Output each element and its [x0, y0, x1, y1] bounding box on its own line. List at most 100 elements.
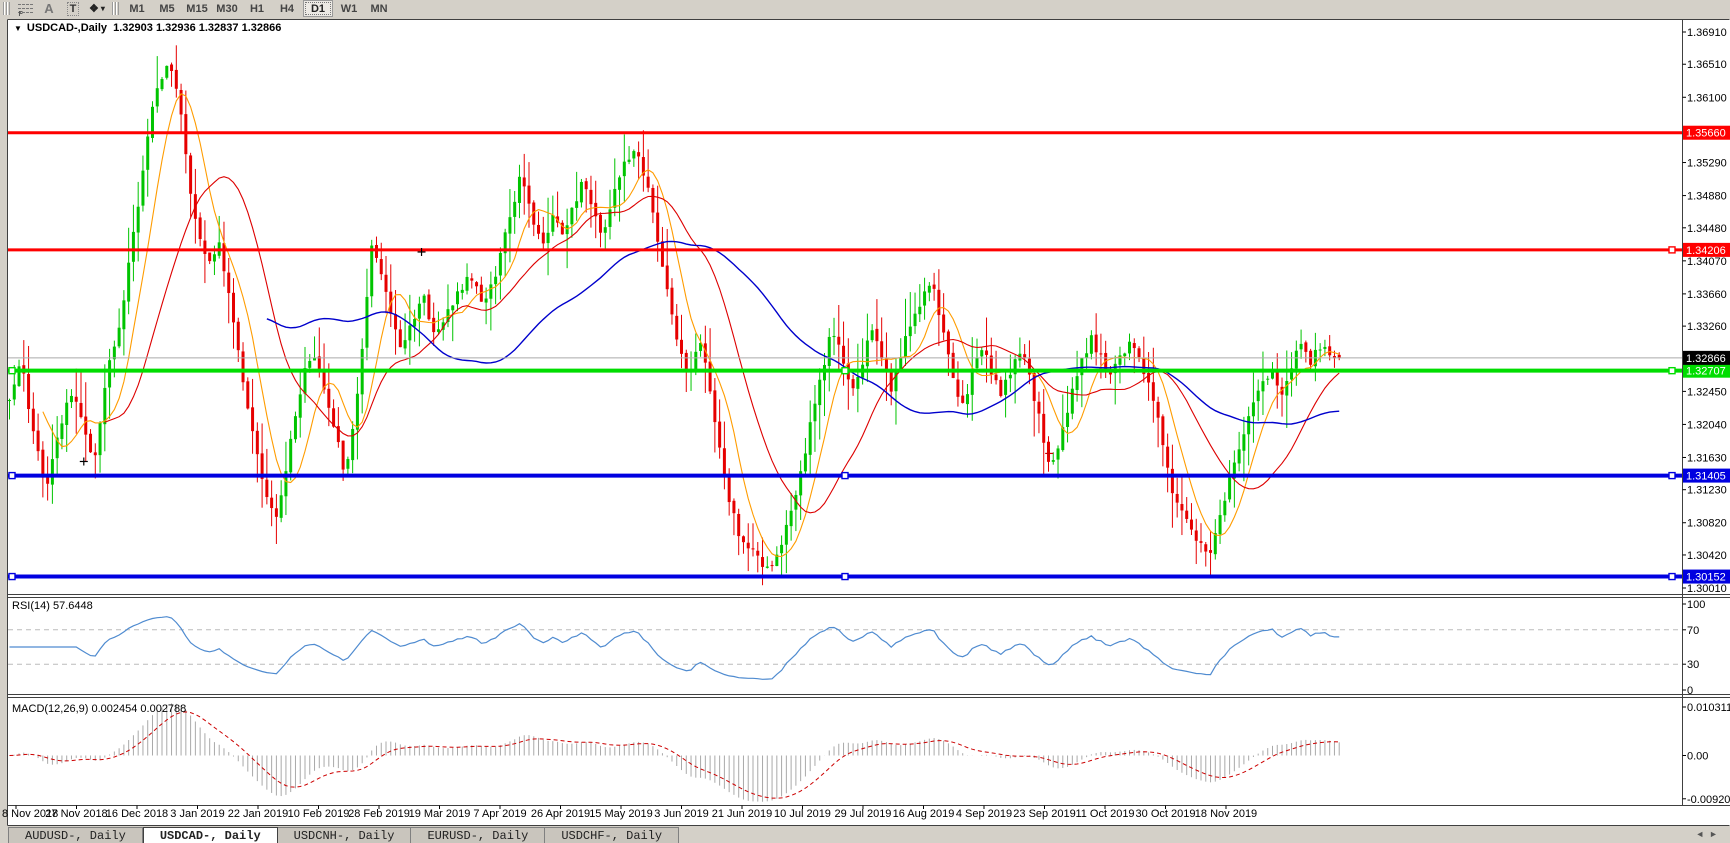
line-handle[interactable]: [1668, 246, 1676, 254]
timeframe-button-m5[interactable]: M5: [159, 2, 175, 15]
chart-marker[interactable]: [79, 457, 88, 466]
svg-text:1.36910: 1.36910: [1687, 27, 1727, 39]
svg-text:0: 0: [1687, 685, 1693, 697]
price-badge-1.34206: 1.34206: [1683, 242, 1730, 257]
chart-marker[interactable]: [1045, 449, 1054, 458]
moving-average-21: [104, 176, 1340, 514]
svg-text:1.33660: 1.33660: [1687, 289, 1727, 301]
date-label: 3 Jan 2019: [170, 808, 224, 820]
macd-axis[interactable]: 0.010311 0.00 -0.009203: [1682, 702, 1730, 806]
date-label: 29 Jul 2019: [835, 808, 892, 820]
chart-dropdown-icon[interactable]: ▼: [14, 24, 22, 33]
text-label-icon: A: [44, 1, 54, 16]
date-label: 19 Mar 2019: [409, 808, 471, 820]
chart-title: ▼ USDCAD-,Daily 1.32903 1.32936 1.32837 1…: [14, 22, 281, 34]
date-label: 18 Nov 2019: [1195, 808, 1257, 820]
date-label: 3 Jun 2019: [654, 808, 708, 820]
chart-tab-eurusd[interactable]: EURUSD-, Daily: [411, 827, 546, 843]
timeframe-button-h1[interactable]: H1: [249, 2, 265, 15]
chart-marker[interactable]: [417, 247, 426, 256]
chart-symbol-label: USDCAD-,Daily: [26, 22, 107, 34]
date-label: 7 Apr 2019: [473, 808, 526, 820]
date-label: 10 Feb 2019: [288, 808, 350, 820]
text-tool-button[interactable]: T: [61, 1, 85, 16]
svg-text:0.00: 0.00: [1687, 751, 1708, 763]
svg-text:1.30420: 1.30420: [1687, 550, 1727, 562]
toolbar-grip-2[interactable]: [112, 2, 119, 15]
svg-text:70: 70: [1687, 625, 1699, 637]
date-label: 16 Aug 2019: [893, 808, 955, 820]
fibonacci-tool-button[interactable]: F: [13, 1, 37, 18]
svg-text:1.34206: 1.34206: [1686, 245, 1726, 257]
date-label: 8 Nov 2018: [2, 808, 58, 820]
chart-ohlc-values: 1.32903 1.32936 1.32837 1.32866: [113, 22, 282, 34]
fibonacci-icon: F: [17, 3, 33, 18]
svg-text:1.30820: 1.30820: [1687, 518, 1727, 530]
horizontal-line-1.31405[interactable]: [8, 471, 1682, 480]
date-label: 10 Jul 2019: [774, 808, 831, 820]
svg-text:1.36510: 1.36510: [1687, 59, 1727, 71]
svg-text:1.31630: 1.31630: [1687, 452, 1727, 464]
toolbar-grip[interactable]: [3, 2, 10, 15]
svg-text:1.34480: 1.34480: [1687, 223, 1727, 235]
date-label: 23 Sep 2019: [1013, 808, 1075, 820]
line-handle[interactable]: [1668, 572, 1676, 581]
price-badge-1.30152: 1.30152: [1683, 569, 1730, 584]
svg-text:1.34880: 1.34880: [1687, 191, 1727, 203]
line-handle[interactable]: [8, 471, 16, 480]
macd-signal-line: [9, 711, 1340, 799]
timeframe-button-group: M1 M5 M15 M30 H1 H4 D1 W1 MN: [122, 0, 394, 17]
chart-tab-usdcad[interactable]: USDCAD-, Daily: [142, 827, 278, 843]
date-label: 15 May 2019: [589, 808, 653, 820]
date-label: 26 Apr 2019: [531, 808, 590, 820]
date-label: 22 Jan 2019: [228, 808, 289, 820]
timeframe-button-mn[interactable]: MN: [370, 2, 388, 15]
chart-tab-audusd[interactable]: AUDUSD-, Daily: [8, 827, 143, 843]
text-label-tool-button[interactable]: A: [37, 1, 61, 16]
svg-text:1.32450: 1.32450: [1687, 386, 1727, 398]
svg-text:0.010311: 0.010311: [1687, 702, 1730, 714]
date-label: 4 Sep 2019: [956, 808, 1012, 820]
svg-text:1.34070: 1.34070: [1687, 256, 1727, 268]
svg-text:1.31405: 1.31405: [1686, 471, 1726, 483]
tab-scroll-left-icon[interactable]: ◄: [1697, 830, 1703, 840]
line-handle[interactable]: [1668, 366, 1676, 375]
candles-layer: [8, 45, 1341, 586]
line-handle[interactable]: [1668, 471, 1676, 480]
date-label: 21 Jun 2019: [712, 808, 773, 820]
chart-tab-usdcnh[interactable]: USDCNH-, Daily: [277, 827, 412, 843]
line-handle[interactable]: [841, 366, 849, 375]
timeframe-button-m15[interactable]: M15: [186, 2, 208, 15]
horizontal-line-1.32707[interactable]: [8, 366, 1682, 375]
line-handle[interactable]: [841, 471, 849, 480]
arrows-tool-button[interactable]: ❖ ▾: [85, 1, 109, 16]
date-label: 27 Nov 2018: [45, 808, 107, 820]
price-badge-1.31405: 1.31405: [1683, 468, 1730, 483]
text-icon: T: [66, 1, 80, 16]
line-handle[interactable]: [8, 572, 16, 581]
chart-tab-usdchf[interactable]: USDCHF-, Daily: [545, 827, 680, 843]
line-handle[interactable]: [841, 572, 849, 581]
line-handle[interactable]: [8, 366, 16, 375]
timeframe-button-h4[interactable]: H4: [279, 2, 295, 15]
macd-indicator-label: MACD(12,26,9) 0.002454 0.002788: [12, 703, 187, 715]
timeframe-button-m1[interactable]: M1: [129, 2, 145, 15]
timeframe-button-w1[interactable]: W1: [340, 2, 358, 15]
rsi-axis[interactable]: 100 70 30 0: [1682, 599, 1706, 697]
date-label: 28 Feb 2019: [348, 808, 410, 820]
svg-text:1.30010: 1.30010: [1687, 583, 1727, 595]
timeframe-button-m30[interactable]: M30: [216, 2, 238, 15]
date-label: 30 Oct 2019: [1136, 808, 1196, 820]
svg-text:1.35290: 1.35290: [1687, 158, 1727, 170]
horizontal-line-1.30152[interactable]: [8, 572, 1682, 581]
svg-text:1.30152: 1.30152: [1686, 572, 1726, 584]
price-badge-1.35660: 1.35660: [1683, 125, 1730, 140]
timeframe-button-d1[interactable]: D1: [303, 0, 333, 17]
horizontal-line-1.34206[interactable]: [8, 246, 1682, 254]
arrows-icon: ❖: [89, 3, 99, 15]
tab-scroll-right-icon[interactable]: ►: [1710, 830, 1716, 840]
price-axis[interactable]: 1.36910 1.36510 1.36100 1.35290 1.34880 1.344…: [1682, 27, 1727, 595]
